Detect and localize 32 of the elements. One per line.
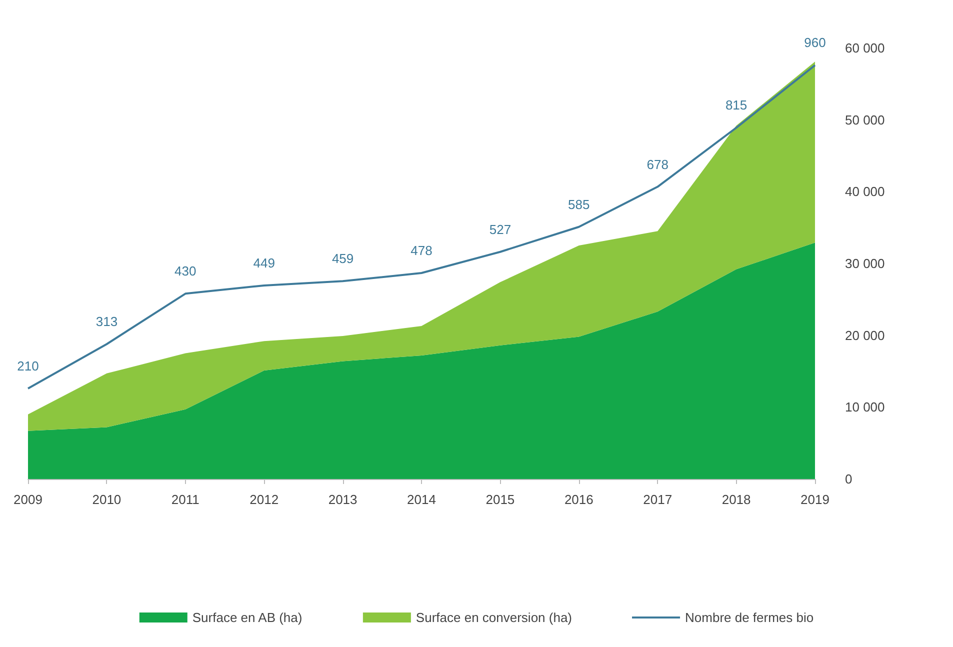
data-label: 527 [489,222,512,237]
data-label: 678 [646,156,668,172]
data-label: 313 [96,314,118,330]
data-label: 430 [174,264,196,279]
legend-label: Nombre de fermes bio [685,610,814,625]
data-label: 960 [804,35,826,50]
x-tick-label: 2019 [800,492,830,507]
x-tick-label: 2012 [250,492,279,507]
x-tick-label: 2015 [486,492,515,507]
y-tick-label: 10 000 [845,400,885,415]
x-tick-label: 2011 [171,492,200,507]
data-label: 459 [332,251,354,266]
legend-label: Surface en conversion (ha) [416,610,572,625]
x-tick-label: 2009 [14,492,42,507]
y-tick-label: 50 000 [845,112,885,128]
data-label: 449 [253,255,275,270]
y-tick-label: 30 000 [845,256,885,271]
x-tick-label: 2016 [564,492,594,507]
x-tick-label: 2017 [643,492,672,507]
x-tick-label: 2014 [407,492,436,507]
data-label: 478 [410,242,432,258]
y-tick-label: 0 [845,472,852,486]
x-tick-label: 2010 [92,492,122,507]
data-label: 585 [568,196,590,212]
x-tick-label: 2013 [328,492,358,507]
legend-label: Surface en AB (ha) [192,610,302,625]
y-tick-label: 20 000 [845,328,885,343]
x-tick-label: 2018 [722,492,751,507]
y-tick-label: 60 000 [845,40,885,56]
y-tick-label: 40 000 [845,184,885,200]
data-label: 815 [725,98,748,113]
data-label: 210 [17,358,39,374]
